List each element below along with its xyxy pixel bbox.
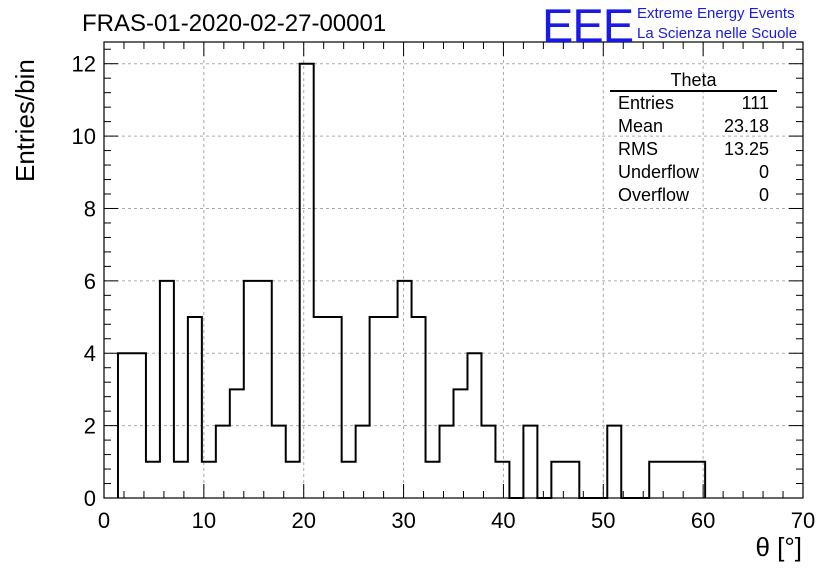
x-tick-label: 60 xyxy=(691,508,715,533)
y-tick-label: 0 xyxy=(84,486,96,511)
y-tick-label: 12 xyxy=(72,52,96,77)
y-tick-label: 4 xyxy=(84,341,96,366)
x-tick-label: 40 xyxy=(491,508,515,533)
stats-row-overflow: Overflow 0 xyxy=(610,184,777,207)
stats-label: Mean xyxy=(618,116,664,136)
stats-value: 0 xyxy=(758,162,769,182)
stats-value: 0 xyxy=(758,185,769,205)
logo-line-1: Extreme Energy Events xyxy=(637,5,795,22)
stats-value: 111 xyxy=(741,93,769,113)
stats-row-underflow: Underflow 0 xyxy=(610,161,777,184)
stats-box: Theta Entries 111 Mean 23.18 RMS 13.25 Underfl… xyxy=(610,70,777,207)
stats-row-mean: Mean 23.18 xyxy=(610,115,777,138)
axis-ticks xyxy=(103,42,804,499)
y-tick-label: 8 xyxy=(84,196,96,221)
y-tick-label: 6 xyxy=(84,269,96,294)
x-tick-label: 10 xyxy=(192,508,216,533)
stats-label: Overflow xyxy=(618,185,690,205)
x-axis-label: θ [°] xyxy=(755,532,802,562)
stats-title: Theta xyxy=(610,70,777,92)
x-tick-label: 0 xyxy=(98,508,110,533)
x-tick-label: 70 xyxy=(791,508,815,533)
logo-line-2: La Scienza nelle Scuole xyxy=(637,25,798,42)
y-tick-label: 2 xyxy=(84,414,96,439)
stats-value: 23.18 xyxy=(723,116,769,136)
y-axis-label: Entries/bin xyxy=(10,59,40,182)
plot-frame xyxy=(103,41,804,499)
y-tick-label: 10 xyxy=(72,124,96,149)
stats-label: RMS xyxy=(618,139,658,159)
eee-logo: EEE xyxy=(542,0,634,52)
stats-row-rms: RMS 13.25 xyxy=(610,138,777,161)
stats-label: Entries xyxy=(618,93,675,113)
chart-title: FRAS-01-2020-02-27-00001 xyxy=(82,10,387,37)
stats-label: Underflow xyxy=(618,162,700,182)
logo-text: Extreme Energy Events La Scienza nelle S… xyxy=(637,4,797,44)
x-tick-label: 50 xyxy=(591,508,615,533)
stats-row-entries: Entries 111 xyxy=(610,92,777,115)
stats-rows: Entries 111 Mean 23.18 RMS 13.25 Underflow 0 Ove… xyxy=(610,92,777,207)
x-tick-label: 20 xyxy=(291,508,315,533)
x-tick-label: 30 xyxy=(391,508,415,533)
stats-value: 13.25 xyxy=(723,139,769,159)
tick-labels: 0 10 20 30 40 50 60 70 0 2 4 6 8 10 12 xyxy=(72,52,816,533)
